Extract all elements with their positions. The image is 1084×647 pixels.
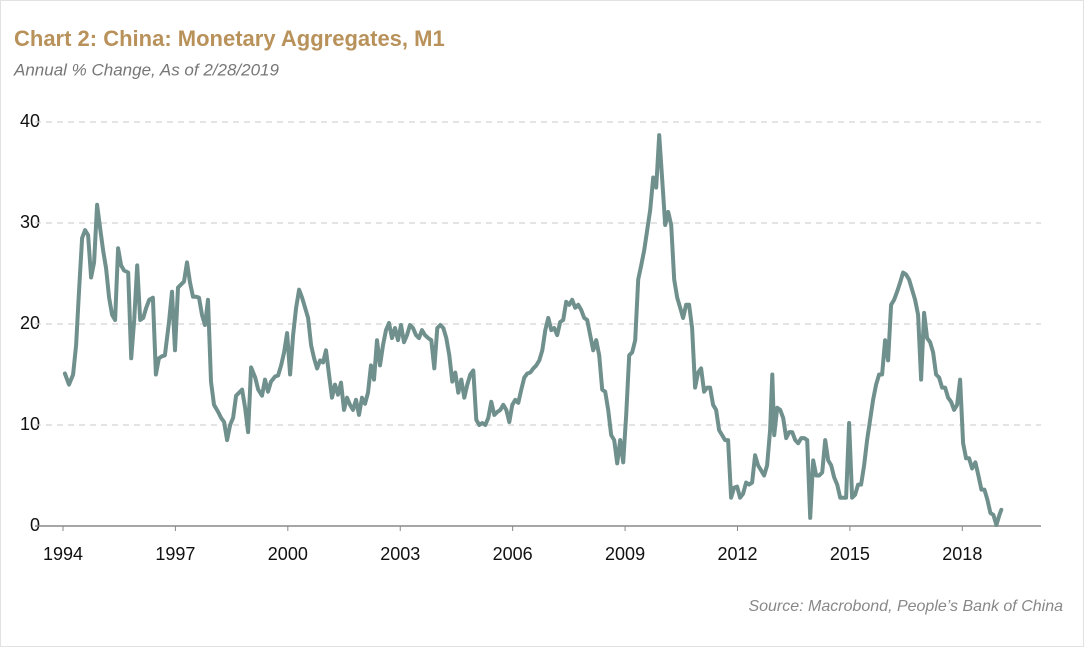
- x-tick-label: 2006: [493, 544, 533, 564]
- x-tick-label: 2000: [268, 544, 308, 564]
- series-line: [62, 133, 1004, 527]
- source-note: Source: Macrobond, People’s Bank of Chin…: [748, 598, 1063, 615]
- x-tick-label: 2018: [942, 544, 982, 564]
- x-tick-label: 2003: [380, 544, 420, 564]
- chart-subtitle: Annual % Change, As of 2/28/2019: [13, 60, 279, 79]
- x-tick-label: 1994: [43, 544, 83, 564]
- y-tick-label: 0: [30, 515, 40, 535]
- y-tick-label: 30: [20, 212, 40, 232]
- x-tick-label: 1997: [155, 544, 195, 564]
- y-tick-label: 20: [20, 313, 40, 333]
- x-tick-label: 2012: [717, 544, 757, 564]
- x-tick-label: 2015: [830, 544, 870, 564]
- chart-title: Chart 2: China: Monetary Aggregates, M1: [14, 26, 445, 51]
- x-tick-label: 2009: [605, 544, 645, 564]
- y-tick-label: 10: [20, 414, 40, 434]
- y-tick-label: 40: [20, 111, 40, 131]
